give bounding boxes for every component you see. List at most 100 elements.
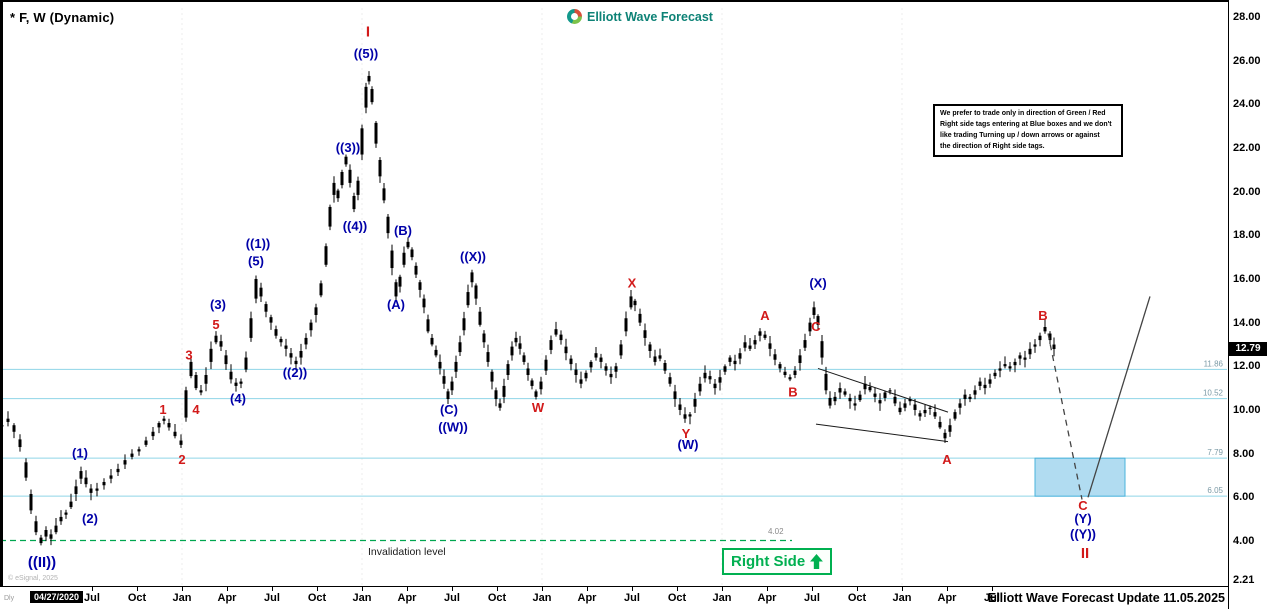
candle-body bbox=[102, 481, 106, 486]
candle-body bbox=[157, 423, 161, 428]
candle-body bbox=[494, 390, 498, 400]
candle-body bbox=[993, 372, 997, 377]
symbol-title[interactable]: * F, W (Dynamic) bbox=[10, 10, 115, 25]
candle-body bbox=[968, 396, 972, 400]
price-axis-separator bbox=[1228, 0, 1229, 609]
candle-body bbox=[808, 322, 812, 332]
candle-body bbox=[199, 390, 203, 393]
candle-body bbox=[718, 377, 722, 383]
candle-body bbox=[1048, 333, 1052, 341]
candle-body bbox=[442, 376, 446, 384]
wave-label: A bbox=[760, 308, 770, 323]
candle-body bbox=[6, 418, 10, 422]
candle-body bbox=[319, 283, 323, 296]
price-tick-label: 14.00 bbox=[1233, 316, 1261, 329]
candle-body bbox=[332, 182, 336, 195]
candle-body bbox=[898, 407, 902, 413]
price-tick-label: 12.00 bbox=[1233, 360, 1261, 373]
wave-label: X bbox=[628, 275, 637, 290]
support-resistance-price-label: 10.52 bbox=[1203, 389, 1224, 398]
candle-body bbox=[933, 412, 937, 417]
candle-body bbox=[534, 391, 538, 397]
candle-body bbox=[688, 414, 692, 417]
candle-body bbox=[743, 342, 747, 348]
candle-body bbox=[614, 366, 618, 372]
wave-label: I bbox=[366, 23, 370, 40]
candle-body bbox=[74, 486, 78, 494]
candle-body bbox=[713, 383, 717, 389]
wave-label: B bbox=[1038, 308, 1047, 323]
price-axis[interactable]: 12.79 28.00 26.00 24.00 22.00 20.00 18.00 16.0… bbox=[1229, 0, 1280, 609]
candle-body bbox=[908, 399, 912, 402]
candle-body bbox=[683, 414, 687, 419]
candle-body bbox=[878, 400, 882, 404]
candle-body bbox=[1003, 364, 1007, 367]
candle-body bbox=[422, 298, 426, 308]
candle-body bbox=[653, 356, 657, 362]
price-tick-label: 8.00 bbox=[1233, 447, 1255, 460]
candle-body bbox=[1023, 357, 1027, 360]
candle-body bbox=[64, 512, 68, 515]
wave-label: (2) bbox=[82, 511, 98, 526]
candle-body bbox=[988, 379, 992, 384]
wave-label: ((X)) bbox=[460, 249, 486, 264]
time-tick-label: Jan bbox=[532, 592, 552, 604]
wave-label: II bbox=[1081, 545, 1089, 562]
start-date-badge: 04/27/2020 bbox=[30, 591, 84, 603]
candle-body bbox=[816, 316, 820, 325]
candle-body bbox=[658, 355, 662, 359]
wave-label: (5) bbox=[248, 253, 264, 268]
price-tick-label: 6.00 bbox=[1233, 491, 1255, 504]
blue-box-target-area bbox=[1034, 457, 1126, 497]
candle-body bbox=[778, 364, 782, 369]
candle-body bbox=[116, 468, 120, 473]
candle-body bbox=[402, 252, 406, 265]
time-tick-mark bbox=[857, 587, 858, 591]
candle-body bbox=[189, 361, 193, 377]
candle-body bbox=[853, 403, 857, 406]
candle-body bbox=[758, 331, 762, 336]
candle-body bbox=[370, 89, 374, 103]
time-axis[interactable]: Dly 04/27/2020 Elliott Wave Forecast Upd… bbox=[0, 587, 1228, 609]
candle-body bbox=[663, 363, 667, 371]
candle-body bbox=[953, 412, 957, 419]
candle-body bbox=[1052, 344, 1056, 350]
time-tick-mark bbox=[407, 587, 408, 591]
candle-body bbox=[574, 369, 578, 376]
candle-body bbox=[918, 413, 922, 417]
candle-body bbox=[386, 216, 390, 234]
candle-body bbox=[478, 311, 482, 325]
time-tick-mark bbox=[812, 587, 813, 591]
candle-body bbox=[173, 431, 177, 437]
time-tick-label: Oct bbox=[307, 592, 327, 604]
price-tick-label: 26.00 bbox=[1233, 54, 1261, 67]
time-tick-mark bbox=[677, 587, 678, 591]
candle-body bbox=[294, 360, 298, 365]
candle-body bbox=[466, 292, 470, 306]
candle-body bbox=[609, 373, 613, 378]
price-tick-label: 4.00 bbox=[1233, 534, 1255, 547]
candle-body bbox=[374, 122, 378, 144]
candle-body bbox=[873, 393, 877, 397]
time-tick-label: Apr bbox=[577, 592, 597, 604]
time-tick-mark bbox=[497, 587, 498, 591]
candle-body bbox=[963, 394, 967, 400]
candle-body bbox=[783, 371, 787, 376]
price-tick-label: 28.00 bbox=[1233, 11, 1261, 23]
candle-body bbox=[673, 391, 677, 400]
candle-body bbox=[703, 372, 707, 379]
candle-body bbox=[274, 329, 278, 336]
candle-body bbox=[470, 272, 474, 283]
candle-body bbox=[723, 366, 727, 372]
wave-label: ((4)) bbox=[343, 219, 368, 234]
support-resistance-price-label: 7.79 bbox=[1207, 448, 1223, 457]
up-arrow-icon bbox=[810, 554, 824, 569]
support-resistance-price-label: 6.05 bbox=[1207, 486, 1223, 495]
wave-label: Y bbox=[682, 426, 691, 441]
wave-label: 4 bbox=[192, 402, 200, 417]
time-tick-label: Jan bbox=[712, 592, 732, 604]
candle-body bbox=[279, 338, 283, 343]
candle-body bbox=[249, 318, 253, 338]
